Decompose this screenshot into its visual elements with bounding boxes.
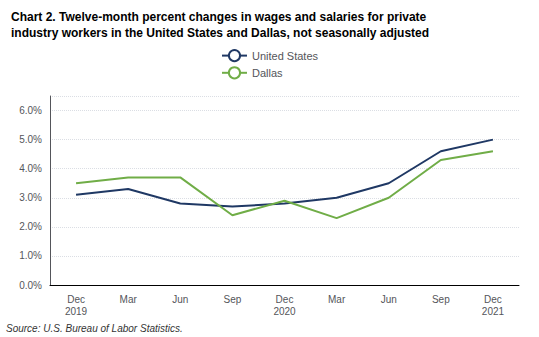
svg-text:industry workers in the United: industry workers in the United States an… <box>11 26 429 40</box>
svg-text:Jun: Jun <box>381 294 397 305</box>
svg-text:Chart 2. Twelve-month percent: Chart 2. Twelve-month percent changes in… <box>11 10 427 24</box>
svg-text:2020: 2020 <box>273 306 296 317</box>
svg-text:Sep: Sep <box>223 294 241 305</box>
svg-text:Sep: Sep <box>432 294 450 305</box>
svg-text:Mar: Mar <box>328 294 346 305</box>
svg-text:3.0%: 3.0% <box>19 192 42 203</box>
svg-text:0.0%: 0.0% <box>19 280 42 291</box>
svg-text:Mar: Mar <box>120 294 138 305</box>
svg-text:4.0%: 4.0% <box>19 163 42 174</box>
svg-text:Jun: Jun <box>172 294 188 305</box>
svg-text:Dallas: Dallas <box>252 67 283 79</box>
svg-text:1.0%: 1.0% <box>19 250 42 261</box>
svg-text:Dec: Dec <box>67 294 85 305</box>
svg-text:2019: 2019 <box>65 306 88 317</box>
svg-text:Dec: Dec <box>484 294 502 305</box>
svg-text:Source: U.S. Bureau of Labor S: Source: U.S. Bureau of Labor Statistics. <box>6 323 183 334</box>
svg-text:Dec: Dec <box>276 294 294 305</box>
svg-text:United States: United States <box>252 50 319 62</box>
svg-text:2021: 2021 <box>482 306 505 317</box>
svg-text:5.0%: 5.0% <box>19 134 42 145</box>
svg-text:2.0%: 2.0% <box>19 221 42 232</box>
svg-text:6.0%: 6.0% <box>19 105 42 116</box>
